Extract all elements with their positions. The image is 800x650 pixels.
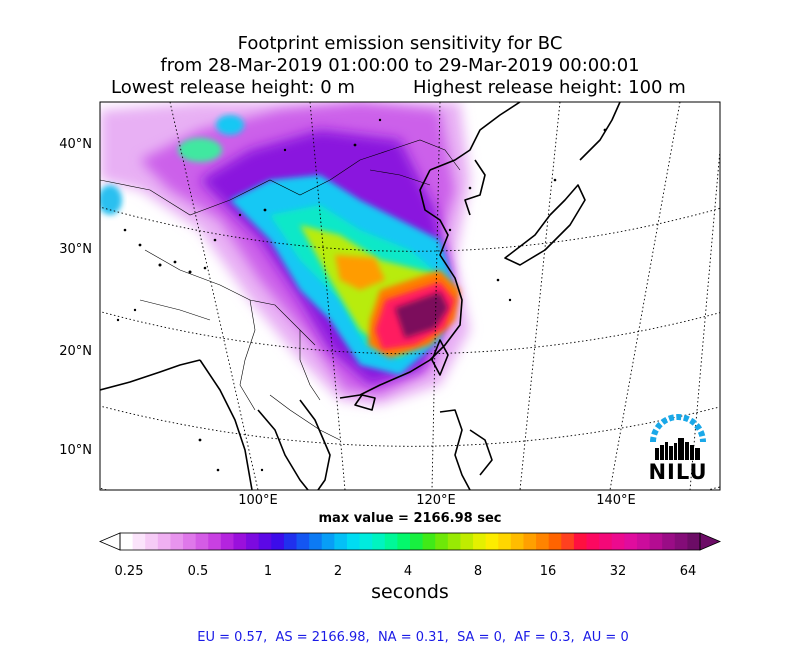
colorbar-segment [498, 533, 512, 550]
map-frame [99, 101, 721, 491]
colorbar-tick: 16 [539, 564, 557, 579]
colorbar-frame [119, 532, 701, 551]
max-value-label: max value = 2166.98 sec [318, 511, 502, 526]
nilu-logo-text: NILU [648, 460, 708, 484]
colorbar-segment [536, 533, 550, 550]
colorbar-tick: 8 [473, 564, 483, 579]
colorbar-segment [649, 533, 663, 550]
colorbar-segment [397, 533, 411, 550]
colorbar-segment [473, 533, 487, 550]
colorbar-segment [309, 533, 323, 550]
colorbar-segment [208, 533, 222, 550]
map-area [100, 102, 720, 490]
highest-release-height: Highest release height: 100 m [413, 77, 686, 98]
colorbar-segment [321, 533, 335, 550]
colorbar-segment [271, 533, 285, 550]
colorbar-tick: 0.5 [187, 564, 209, 579]
colorbar-segment [145, 533, 159, 550]
colorbar-segment [422, 533, 436, 550]
colorbar-segment [120, 533, 134, 550]
colorbar-tick: 64 [679, 564, 697, 579]
nilu-logo-icon [650, 414, 706, 460]
lat-label-40n: 40°N [59, 137, 92, 152]
regional-values: EU = 0.57, AS = 2166.98, NA = 0.31, SA =… [197, 630, 629, 645]
colorbar-segment [447, 533, 461, 550]
lat-label-20n: 20°N [59, 344, 92, 359]
colorbar-segment [132, 533, 146, 550]
colorbar-segment [233, 533, 247, 550]
colorbar-tick: 32 [609, 564, 627, 579]
colorbar-tick: 1 [263, 564, 273, 579]
colorbar-segment [624, 533, 638, 550]
colorbar-unit-label: seconds [371, 581, 449, 603]
lon-label-120e: 120°E [416, 493, 456, 508]
colorbar-segment [283, 533, 298, 550]
colorbar-segment [573, 533, 588, 550]
colorbar-segment [246, 533, 260, 550]
colorbar-segment [372, 533, 386, 550]
lon-label-140e: 140°E [596, 493, 636, 508]
colorbar-segment [523, 533, 537, 550]
colorbar-segment [435, 533, 449, 550]
colorbar-segment [674, 533, 688, 550]
colorbar-segment [220, 533, 234, 550]
colorbar-segment [410, 533, 424, 550]
sensitivity-field [100, 102, 470, 405]
islands [116, 118, 607, 472]
colorbar-segment [485, 533, 499, 550]
colorbar-max-extension [699, 532, 722, 551]
colorbar-segment [334, 533, 348, 550]
colorbar-tick: 0.25 [114, 564, 144, 579]
colorbar-min-extension [98, 532, 121, 551]
country-borders [100, 139, 461, 441]
colorbar-segment [586, 533, 600, 550]
nilu-logo: NILU [647, 412, 709, 484]
colorbar-segment [662, 533, 676, 550]
colorbar [98, 532, 722, 551]
colorbar-segment [384, 533, 398, 550]
colorbar-segment [548, 533, 562, 550]
colorbar-segment [687, 533, 701, 550]
colorbar-tick: 4 [403, 564, 413, 579]
colorbar-segment [561, 533, 575, 550]
colorbar-segment [296, 533, 310, 550]
colorbar-segment [346, 533, 361, 550]
colorbar-segment [460, 533, 474, 550]
time-range-subtitle: from 28-Mar-2019 01:00:00 to 29-Mar-2019… [160, 55, 640, 76]
lat-label-30n: 30°N [59, 242, 92, 257]
lat-label-10n: 10°N [59, 443, 92, 458]
colorbar-segment [195, 533, 209, 550]
lowest-release-height: Lowest release height: 0 m [111, 77, 355, 98]
colorbar-tick: 2 [333, 564, 343, 579]
colorbar-segment [359, 533, 373, 550]
colorbar-segment [157, 533, 171, 550]
colorbar-segment [599, 533, 613, 550]
colorbar-segment [258, 533, 272, 550]
lon-label-100e: 100°E [238, 493, 278, 508]
colorbar-segment [636, 533, 651, 550]
colorbar-segment [510, 533, 524, 550]
colorbar-segment [611, 533, 625, 550]
colorbar-segment [183, 533, 197, 550]
colorbar-segment [170, 533, 184, 550]
chart-title: Footprint emission sensitivity for BC [237, 33, 563, 54]
